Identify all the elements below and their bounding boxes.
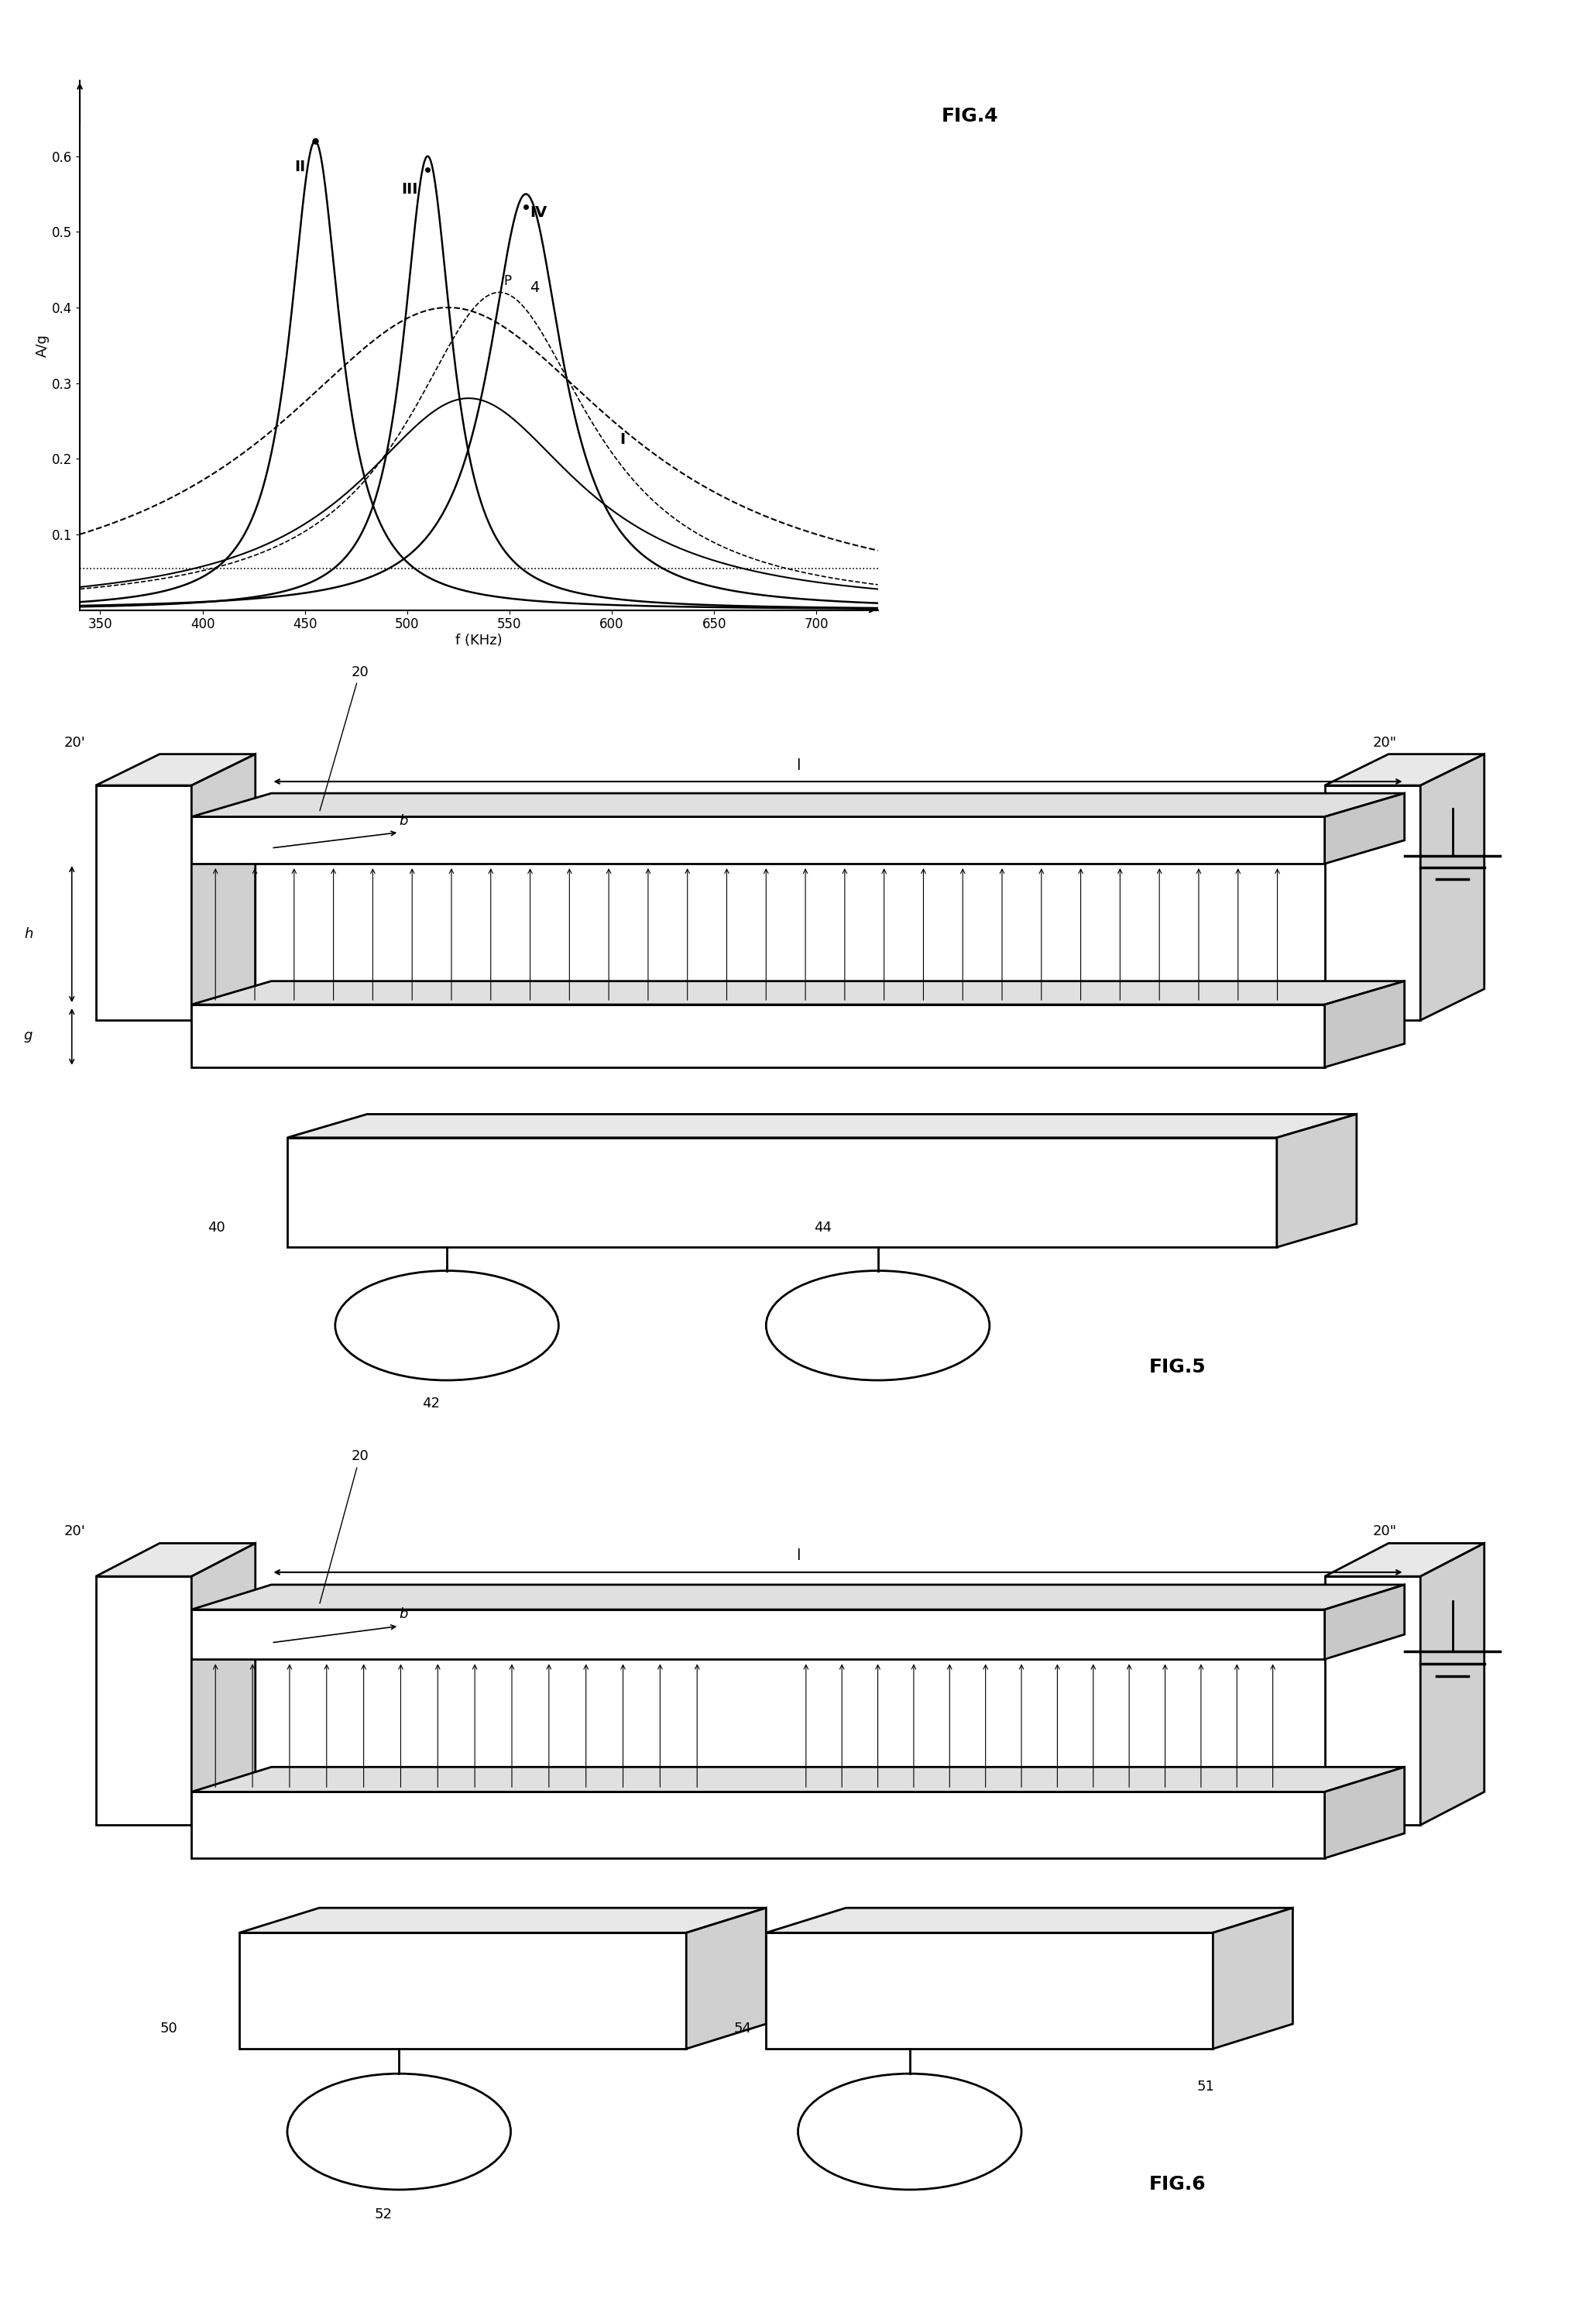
Polygon shape — [96, 785, 192, 1020]
Polygon shape — [766, 1908, 1293, 1934]
Text: FIG.5: FIG.5 — [1149, 1358, 1207, 1377]
Circle shape — [766, 1271, 990, 1381]
Polygon shape — [192, 981, 1404, 1004]
Circle shape — [335, 1271, 559, 1381]
Text: 40: 40 — [207, 1220, 225, 1234]
Polygon shape — [192, 1004, 1325, 1068]
Text: FIG.6: FIG.6 — [1149, 2175, 1207, 2194]
Polygon shape — [766, 1934, 1213, 2049]
Polygon shape — [287, 1114, 1357, 1137]
Polygon shape — [1420, 755, 1484, 1020]
Text: 20': 20' — [64, 734, 85, 750]
Polygon shape — [192, 1791, 1325, 1858]
Polygon shape — [1325, 794, 1404, 863]
Text: 44: 44 — [814, 1220, 832, 1234]
Text: b: b — [399, 1607, 409, 1621]
Text: g: g — [24, 1029, 34, 1043]
Text: 42: 42 — [421, 1397, 440, 1411]
Text: 4: 4 — [530, 281, 539, 295]
Polygon shape — [96, 755, 255, 785]
Text: FIG.4: FIG.4 — [942, 106, 999, 127]
Text: l: l — [796, 757, 800, 773]
Text: l: l — [796, 1549, 800, 1563]
Polygon shape — [1277, 1114, 1357, 1248]
Polygon shape — [1325, 1768, 1404, 1858]
Polygon shape — [1325, 981, 1404, 1068]
Text: 20": 20" — [1373, 734, 1396, 750]
Polygon shape — [1325, 755, 1484, 785]
Y-axis label: A/g: A/g — [35, 334, 49, 357]
Text: 20: 20 — [319, 665, 369, 810]
Polygon shape — [192, 755, 255, 1020]
Text: 50: 50 — [160, 2021, 177, 2035]
Polygon shape — [192, 1584, 1404, 1609]
Text: 51: 51 — [1197, 2079, 1215, 2093]
Text: 54: 54 — [734, 2021, 752, 2035]
Circle shape — [287, 2074, 511, 2189]
Text: II: II — [295, 159, 306, 175]
Polygon shape — [1325, 1542, 1484, 1577]
Text: 52: 52 — [373, 2208, 393, 2221]
Polygon shape — [1213, 1908, 1293, 2049]
Text: 20': 20' — [64, 1524, 85, 1538]
Polygon shape — [192, 1768, 1404, 1791]
Polygon shape — [287, 1137, 1277, 1248]
Text: 20: 20 — [319, 1450, 369, 1602]
Text: IV: IV — [530, 205, 547, 219]
Polygon shape — [192, 794, 1404, 817]
Text: 20": 20" — [1373, 1524, 1396, 1538]
Polygon shape — [239, 1934, 686, 2049]
Text: P: P — [503, 274, 511, 288]
Polygon shape — [192, 1542, 255, 1825]
Circle shape — [798, 2074, 1021, 2189]
Polygon shape — [192, 817, 1325, 863]
Text: III: III — [401, 182, 418, 198]
Text: b: b — [399, 813, 409, 829]
Polygon shape — [96, 1577, 192, 1825]
Polygon shape — [1325, 785, 1420, 1020]
Polygon shape — [1420, 1542, 1484, 1825]
Text: h: h — [24, 928, 34, 942]
Polygon shape — [192, 1609, 1325, 1660]
Polygon shape — [686, 1908, 766, 2049]
Polygon shape — [1325, 1584, 1404, 1660]
X-axis label: f (KHz): f (KHz) — [455, 633, 503, 647]
Polygon shape — [1325, 1577, 1420, 1825]
Polygon shape — [96, 1542, 255, 1577]
Polygon shape — [239, 1908, 766, 1934]
Text: I: I — [619, 433, 626, 447]
